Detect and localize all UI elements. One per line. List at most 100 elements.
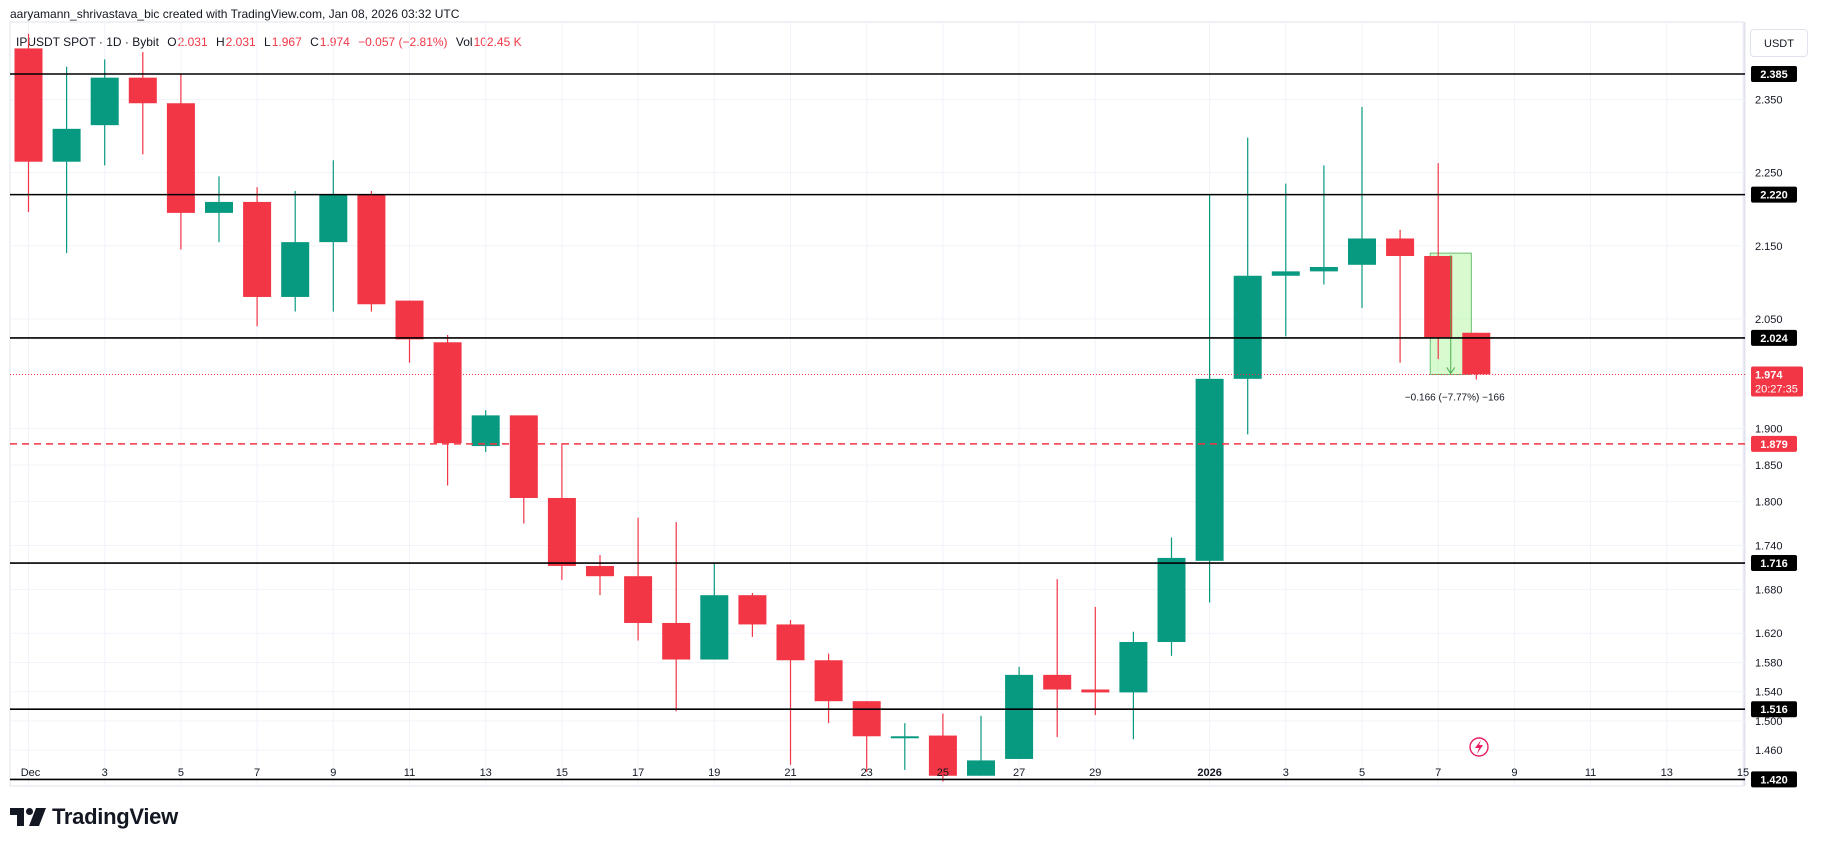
legend-high-value: 2.031 — [225, 35, 256, 49]
price-tick-label: 2.350 — [1755, 95, 1783, 107]
date-tick-label: 17 — [632, 767, 644, 779]
date-tick-label: 7 — [254, 767, 260, 779]
candle-up — [890, 736, 919, 739]
measure-label: −0.166 (−7.77%) −166 — [1405, 392, 1505, 403]
candle-up — [319, 194, 348, 243]
date-tick-label: 11 — [404, 767, 415, 779]
candle-up — [205, 201, 233, 213]
legend-close-value: 1.974 — [319, 35, 350, 49]
candle-down — [395, 300, 424, 340]
brand-name: TradingView — [52, 804, 178, 829]
price-tick-label: 2.050 — [1755, 314, 1783, 326]
date-tick-label: 5 — [178, 767, 184, 779]
current-price-value: 1.974 — [1755, 369, 1783, 381]
legend-change: −0.057 (−2.81%) — [358, 35, 448, 49]
brand-footer[interactable]: TradingView — [10, 802, 178, 832]
price-tick-label: 2.150 — [1755, 241, 1783, 253]
candle-down — [814, 660, 843, 702]
price-chart[interactable]: −0.166 (−7.77%) −166 2.385 2.220 2.024 1.879… — [0, 0, 1825, 800]
candle-up — [1309, 266, 1338, 272]
level-tag-bg — [1751, 771, 1797, 788]
level-tag-bg — [1751, 435, 1797, 452]
candle-down — [1081, 689, 1110, 693]
level-price-tag: 2.220 — [1751, 186, 1797, 203]
candle-down — [128, 77, 157, 104]
candle-down — [852, 701, 881, 737]
candle-down — [14, 48, 43, 162]
candle-down — [624, 576, 653, 623]
candle-up — [1005, 674, 1034, 759]
date-tick-label: 3 — [1283, 767, 1289, 779]
candle-up — [281, 242, 310, 297]
date-tick-label: 15 — [1737, 767, 1749, 779]
date-tick-label: 29 — [1089, 767, 1101, 779]
legend-low-value: 1.967 — [271, 35, 302, 49]
candle-up — [52, 128, 81, 162]
level-tag-bg — [1751, 555, 1797, 572]
price-tick-label: 1.900 — [1755, 424, 1783, 436]
candle-down — [1462, 332, 1491, 375]
currency-unit-button[interactable]: USDT — [1750, 29, 1808, 57]
candle-up — [1271, 271, 1300, 276]
date-tick-label: 5 — [1359, 767, 1365, 779]
candle-up — [700, 595, 729, 660]
level-tag-bg — [1751, 186, 1797, 203]
candle-up — [1195, 378, 1224, 561]
candle-up — [1233, 275, 1262, 379]
date-tick-label: 23 — [861, 767, 873, 779]
tradingview-logo-icon — [10, 808, 46, 826]
legend-high-label: H — [215, 35, 225, 49]
candle-down — [547, 497, 576, 566]
candle-up — [967, 760, 995, 776]
price-tick-label: 1.580 — [1755, 657, 1783, 669]
symbol-legend[interactable]: IPUSDT SPOT · 1D · Bybit O2.031 H2.031 L… — [16, 35, 523, 49]
legend-open-value: 2.031 — [177, 35, 208, 49]
date-tick-label: 25 — [937, 767, 949, 779]
candle-down — [433, 342, 462, 444]
candle-up — [1348, 238, 1376, 265]
level-price-tag: 2.385 — [1751, 66, 1797, 82]
level-tag-bg — [1751, 329, 1797, 346]
price-tick-label: 1.740 — [1755, 540, 1783, 552]
current-price-tag: 1.974 20:27:35 — [1751, 366, 1803, 397]
price-tick-label: 2.250 — [1755, 168, 1783, 180]
price-tick-label: 1.540 — [1755, 687, 1783, 699]
price-tick-label: 1.850 — [1755, 460, 1783, 472]
date-tick-label: 9 — [330, 767, 336, 779]
candle-up — [471, 415, 500, 447]
date-tick-label: 2026 — [1197, 767, 1221, 779]
candle-down — [776, 624, 805, 661]
date-tick-label: 27 — [1013, 767, 1025, 779]
date-tick-label: 11 — [1585, 767, 1596, 779]
level-tag-text: 2.385 — [1760, 69, 1788, 81]
candle-up — [1157, 557, 1186, 642]
candle-down — [928, 735, 957, 776]
price-tick-label: 1.500 — [1755, 716, 1783, 728]
candle-down — [586, 565, 614, 577]
date-tick-label: 19 — [708, 767, 720, 779]
level-tag-text: 1.516 — [1760, 704, 1788, 716]
legend-close-label: C — [310, 35, 319, 49]
date-tick-label: 13 — [480, 767, 492, 779]
candle-down — [243, 201, 272, 297]
level-price-tag: 1.716 — [1751, 555, 1797, 572]
date-tick-label: 9 — [1511, 767, 1517, 779]
date-tick-label: 21 — [784, 767, 796, 779]
level-tag-text: 1.420 — [1760, 774, 1788, 786]
legend-symbol[interactable]: IPUSDT SPOT · 1D · Bybit — [16, 35, 159, 49]
price-tick-label: 1.680 — [1755, 584, 1783, 596]
flash-icon[interactable] — [1469, 737, 1489, 757]
level-price-tag: 1.420 — [1751, 771, 1797, 788]
date-tick-label: 3 — [102, 767, 108, 779]
legend-low-label: L — [264, 35, 271, 49]
plot-frame — [9, 21, 1745, 787]
candle-down — [509, 415, 538, 498]
date-tick-label: 7 — [1435, 767, 1441, 779]
legend-volume-label: Vol — [455, 35, 473, 49]
level-tag-text: 2.024 — [1760, 333, 1788, 345]
level-tag-bg — [1751, 66, 1797, 82]
date-tick-label: Dec — [21, 767, 41, 779]
candle-down — [166, 103, 195, 213]
candle-up — [90, 77, 119, 126]
candle-up — [1119, 641, 1148, 693]
